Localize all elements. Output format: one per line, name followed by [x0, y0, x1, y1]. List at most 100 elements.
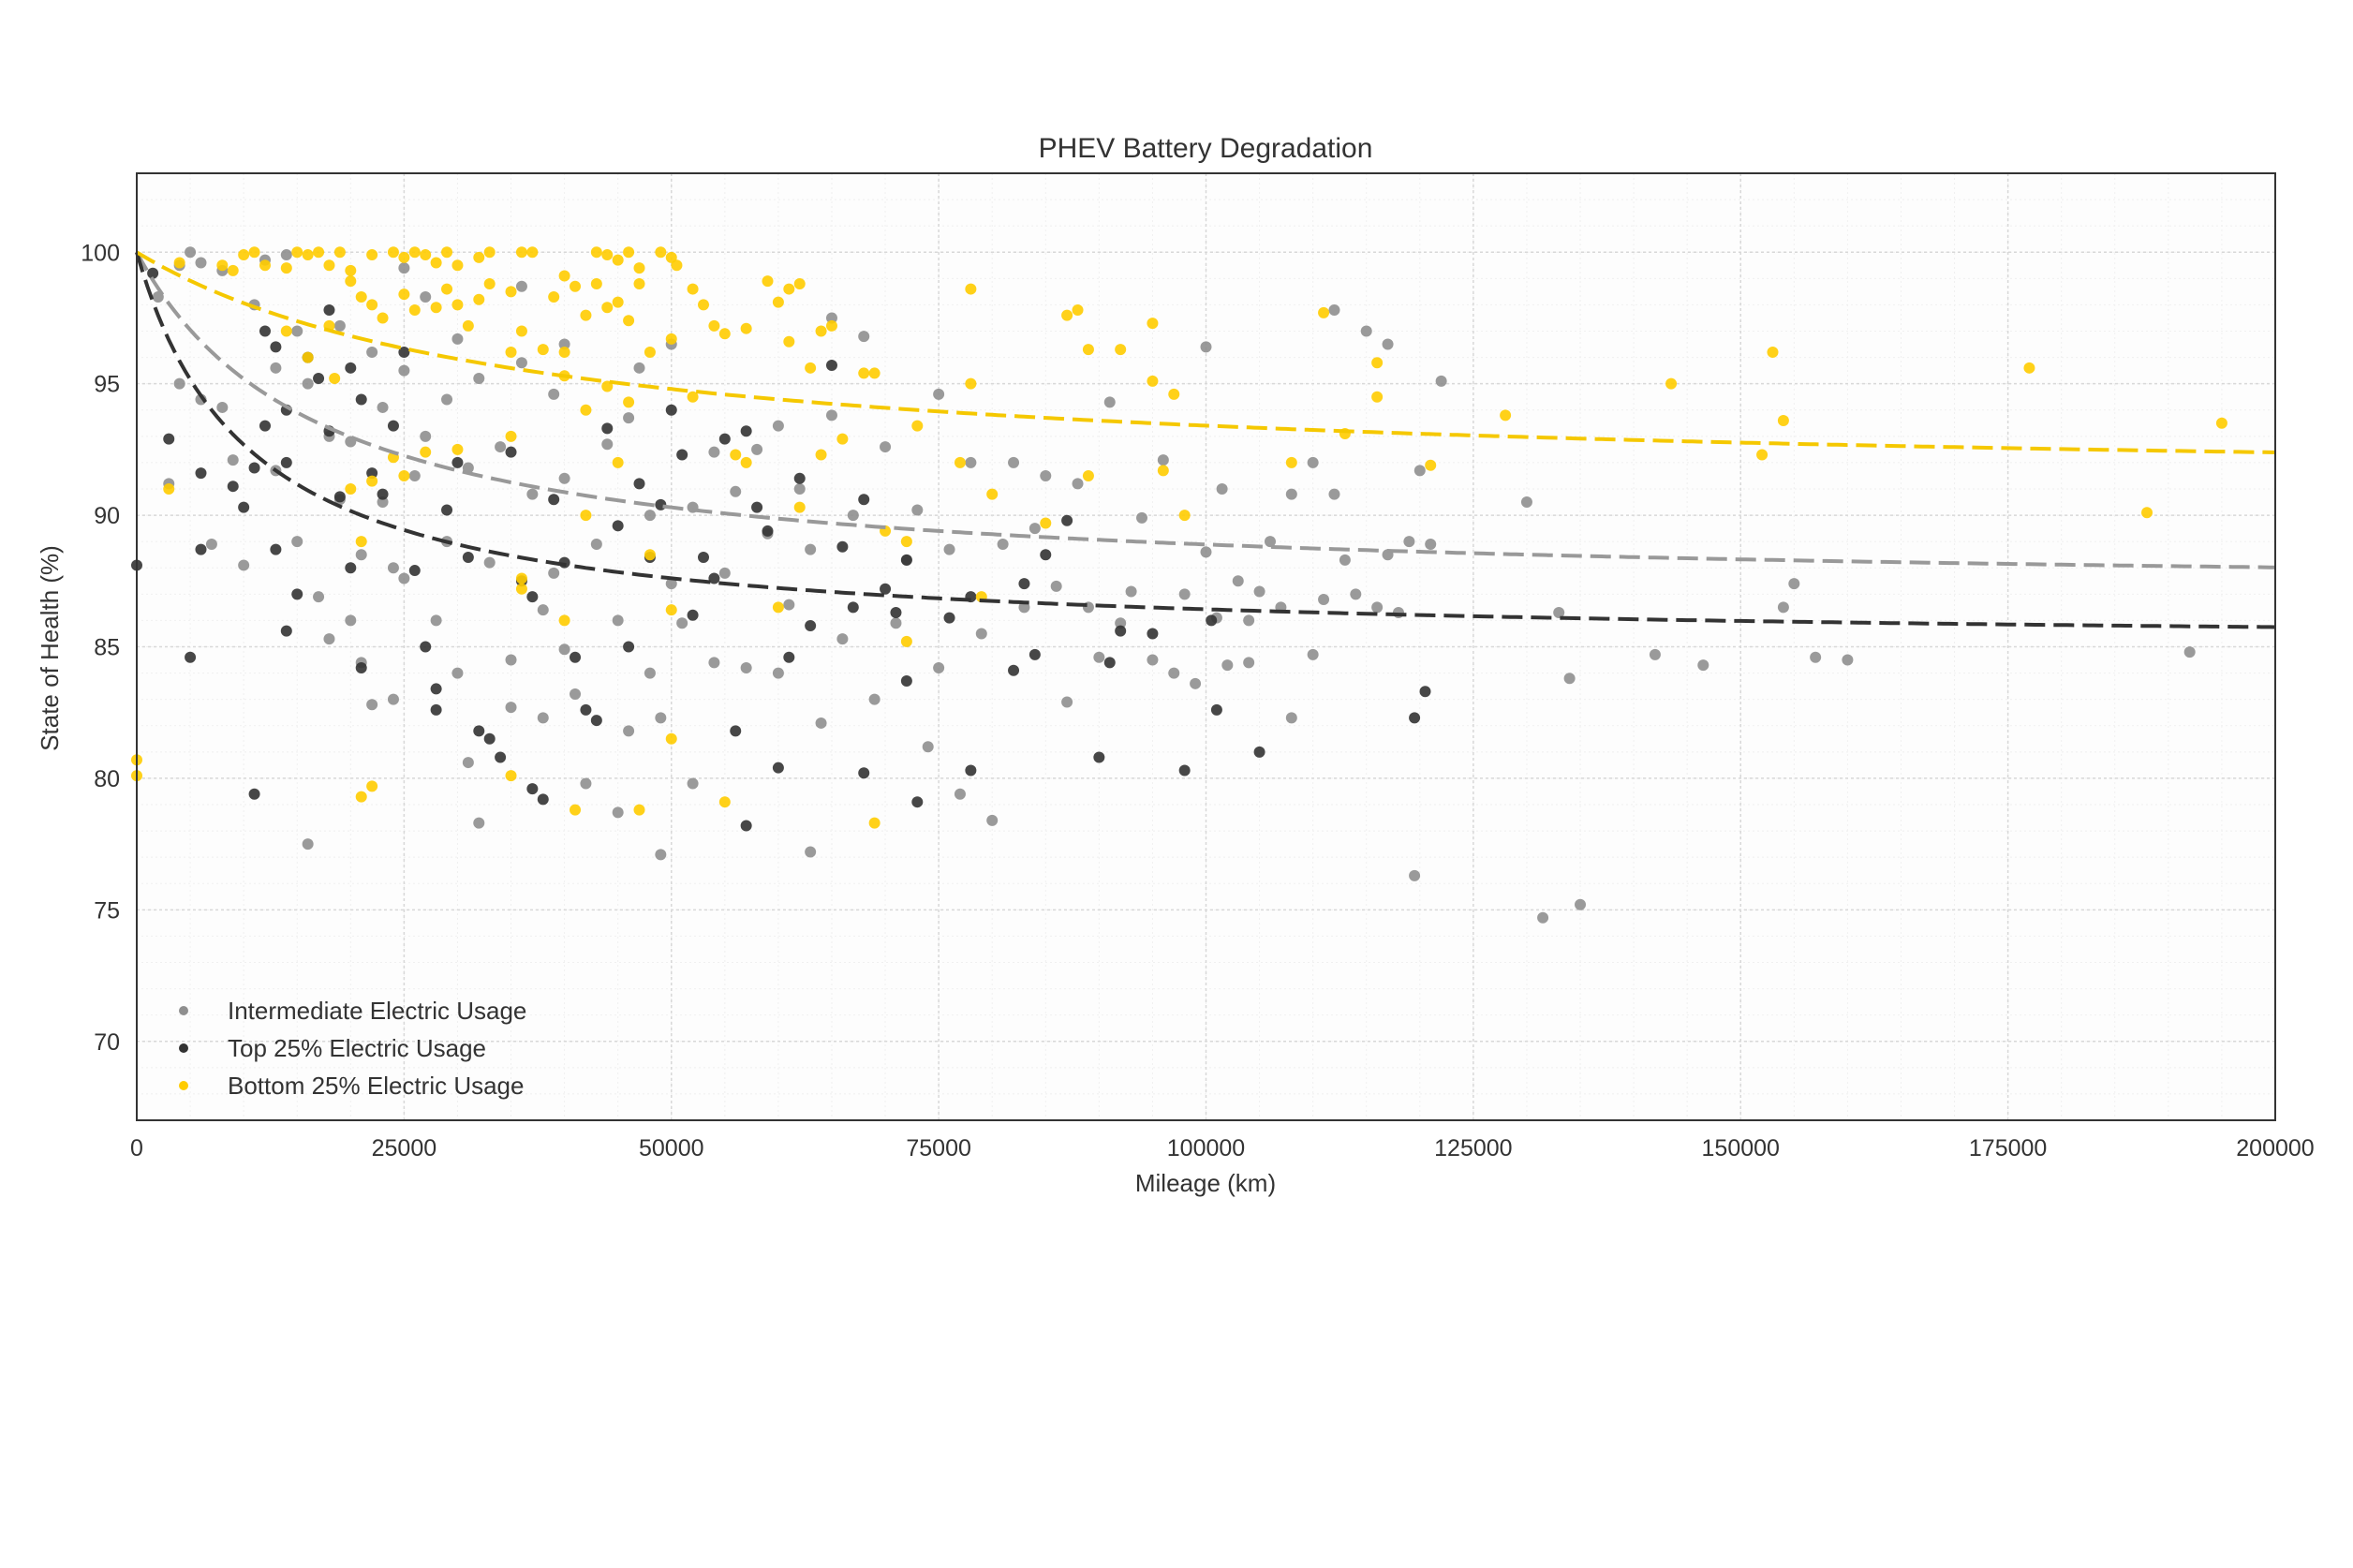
- data-point: [291, 325, 303, 337]
- x-tick-label: 75000: [906, 1135, 971, 1161]
- data-point: [1339, 554, 1351, 566]
- data-point: [858, 494, 870, 506]
- data-point: [548, 494, 560, 506]
- data-point: [1403, 536, 1415, 548]
- data-point: [1210, 703, 1222, 716]
- data-point: [933, 388, 945, 400]
- data-point: [772, 296, 784, 308]
- data-point: [451, 299, 464, 311]
- data-point: [515, 583, 527, 595]
- data-point: [601, 249, 614, 261]
- data-point: [805, 543, 817, 555]
- data-point: [377, 488, 389, 500]
- data-point: [216, 401, 229, 413]
- data-point: [570, 688, 582, 701]
- data-point: [1190, 677, 1202, 689]
- data-point: [772, 420, 784, 432]
- data-point: [259, 420, 271, 432]
- data-point: [548, 388, 560, 400]
- data-point: [1553, 606, 1565, 618]
- data-point: [1697, 659, 1709, 672]
- data-point: [280, 249, 292, 261]
- data-point: [623, 246, 635, 259]
- data-point: [441, 504, 453, 516]
- data-point: [526, 591, 539, 603]
- data-point: [718, 796, 731, 808]
- data-point: [1360, 325, 1372, 337]
- data-point: [1082, 469, 1094, 481]
- data-point: [1103, 657, 1116, 669]
- data-point: [495, 441, 507, 453]
- data-point: [623, 725, 635, 737]
- data-point: [1061, 696, 1073, 708]
- data-point: [793, 501, 806, 513]
- data-point: [858, 767, 870, 779]
- data-point: [900, 635, 912, 647]
- data-point: [1777, 414, 1789, 426]
- data-point: [270, 341, 282, 353]
- data-point: [1040, 469, 1052, 481]
- data-point: [570, 280, 582, 292]
- data-point: [687, 777, 699, 790]
- data-point: [1178, 588, 1191, 600]
- data-point: [697, 299, 709, 311]
- data-point: [1767, 346, 1779, 358]
- data-point: [793, 472, 806, 484]
- data-point: [922, 741, 934, 753]
- data-point: [505, 346, 517, 358]
- data-point: [868, 817, 881, 829]
- data-point: [943, 612, 955, 624]
- data-point: [1157, 465, 1169, 477]
- data-point: [751, 443, 763, 455]
- data-point: [740, 322, 752, 334]
- data-point: [911, 420, 924, 432]
- data-point: [195, 543, 207, 555]
- data-point: [537, 793, 549, 806]
- data-point: [1093, 651, 1105, 663]
- data-point: [858, 367, 870, 379]
- data-point: [836, 633, 849, 645]
- data-point: [718, 328, 731, 340]
- data-point: [398, 262, 410, 274]
- data-point: [238, 249, 250, 261]
- data-point: [633, 804, 645, 816]
- data-point: [333, 491, 346, 503]
- data-point: [302, 249, 314, 261]
- data-point: [965, 377, 977, 390]
- data-point: [1328, 304, 1340, 317]
- data-point: [751, 501, 763, 513]
- y-tick-label: 75: [94, 897, 120, 924]
- data-point: [805, 362, 817, 374]
- data-point: [825, 409, 837, 422]
- data-point: [1061, 514, 1073, 526]
- data-point: [1072, 478, 1084, 490]
- data-point: [270, 362, 282, 374]
- data-point: [633, 277, 645, 289]
- data-point: [890, 617, 902, 629]
- data-point: [655, 246, 667, 259]
- data-point: [601, 438, 614, 451]
- data-point: [420, 446, 432, 458]
- data-point: [633, 262, 645, 274]
- data-point: [1409, 712, 1421, 724]
- data-point: [398, 251, 410, 263]
- data-point: [1371, 391, 1384, 403]
- data-point: [473, 725, 485, 737]
- data-point: [633, 478, 645, 490]
- data-point: [718, 567, 731, 579]
- x-tick-label: 125000: [1434, 1135, 1512, 1161]
- y-axis-label: State of Health (%): [36, 545, 64, 751]
- data-point: [1264, 536, 1276, 548]
- data-point: [900, 554, 912, 566]
- data-point: [483, 246, 496, 259]
- data-point: [558, 346, 570, 358]
- plot-frame: [136, 172, 2276, 1121]
- data-point: [345, 264, 357, 276]
- data-point: [975, 628, 987, 640]
- data-point: [633, 362, 645, 374]
- data-point: [805, 846, 817, 858]
- data-point: [644, 667, 656, 679]
- data-point: [355, 661, 367, 673]
- data-point: [590, 246, 602, 259]
- data-point: [847, 601, 859, 614]
